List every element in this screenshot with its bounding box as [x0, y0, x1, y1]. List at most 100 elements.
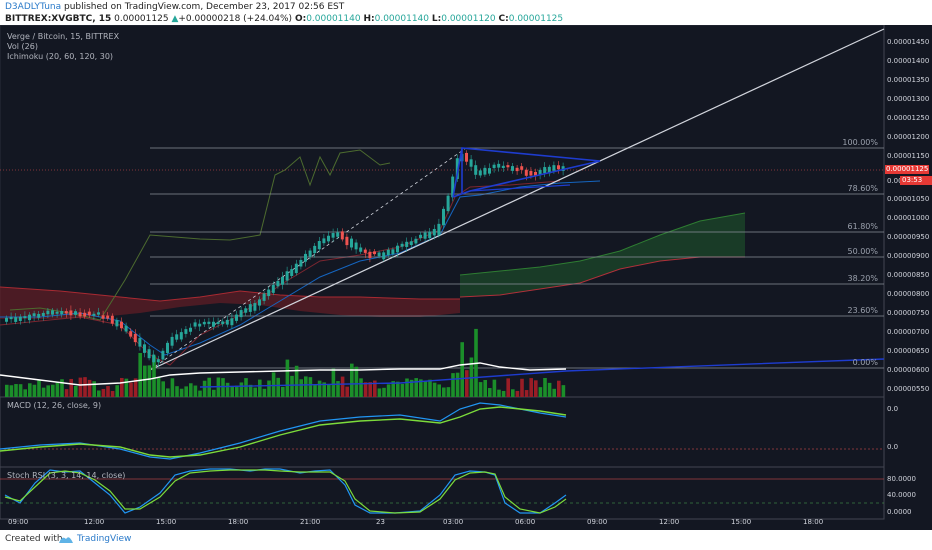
- trend-line[interactable]: [149, 28, 885, 371]
- candle[interactable]: [455, 158, 459, 179]
- candle[interactable]: [106, 315, 110, 319]
- candle[interactable]: [368, 251, 372, 258]
- candle[interactable]: [184, 329, 188, 334]
- candle[interactable]: [281, 276, 284, 285]
- candle[interactable]: [515, 167, 519, 172]
- volume-indicator-label[interactable]: Vol (26): [7, 42, 38, 51]
- candle[interactable]: [547, 166, 551, 174]
- candle[interactable]: [74, 311, 77, 315]
- dashed-measure-line[interactable]: [149, 147, 467, 371]
- candle[interactable]: [212, 321, 215, 327]
- stoch-axis[interactable]: 80.0000 40.0000 0.0000: [884, 467, 932, 519]
- candle[interactable]: [428, 231, 432, 239]
- candle[interactable]: [317, 241, 321, 250]
- candle[interactable]: [69, 310, 73, 316]
- candle[interactable]: [501, 165, 505, 169]
- pennant-outline[interactable]: [452, 147, 601, 198]
- candle[interactable]: [60, 311, 64, 315]
- candle[interactable]: [14, 317, 18, 322]
- candle[interactable]: [396, 245, 399, 253]
- candle[interactable]: [78, 312, 82, 317]
- candle[interactable]: [175, 334, 179, 340]
- candle[interactable]: [230, 318, 234, 326]
- tradingview-brand[interactable]: TradingView: [77, 534, 132, 544]
- candle[interactable]: [262, 293, 266, 301]
- macd-pane[interactable]: [0, 396, 885, 468]
- candle[interactable]: [561, 166, 565, 172]
- candle[interactable]: [271, 284, 275, 293]
- candle[interactable]: [529, 171, 533, 176]
- candle[interactable]: [115, 320, 119, 327]
- candle[interactable]: [170, 336, 174, 346]
- candle[interactable]: [23, 316, 27, 319]
- candle[interactable]: [143, 344, 146, 353]
- candle[interactable]: [198, 323, 202, 327]
- candle[interactable]: [18, 316, 22, 321]
- candle[interactable]: [386, 249, 390, 256]
- candle[interactable]: [557, 165, 560, 170]
- candle[interactable]: [409, 241, 413, 246]
- candle[interactable]: [446, 195, 450, 212]
- candle[interactable]: [276, 281, 280, 287]
- chart-area[interactable]: Verge / Bitcoin, 15, BITTREX Vol (26) Ic…: [0, 25, 932, 530]
- candle[interactable]: [253, 303, 257, 311]
- chart-canvas[interactable]: [0, 25, 932, 530]
- candle[interactable]: [308, 250, 312, 257]
- candle[interactable]: [524, 169, 528, 176]
- candle[interactable]: [451, 176, 455, 198]
- candle[interactable]: [478, 170, 482, 176]
- candle[interactable]: [322, 238, 326, 244]
- candle[interactable]: [345, 236, 349, 246]
- candle[interactable]: [55, 311, 59, 314]
- candle[interactable]: [488, 168, 491, 174]
- candle[interactable]: [442, 208, 445, 226]
- candle[interactable]: [161, 350, 165, 360]
- candle[interactable]: [465, 152, 468, 162]
- candle[interactable]: [497, 163, 501, 168]
- candle[interactable]: [373, 251, 376, 255]
- candle[interactable]: [28, 314, 31, 321]
- candle[interactable]: [377, 252, 381, 257]
- candle[interactable]: [41, 312, 45, 316]
- candle[interactable]: [331, 233, 335, 238]
- candle[interactable]: [101, 315, 105, 319]
- candle[interactable]: [474, 165, 478, 175]
- candle[interactable]: [520, 166, 524, 170]
- candle[interactable]: [147, 349, 151, 359]
- price-candles[interactable]: [5, 148, 565, 368]
- candle[interactable]: [414, 238, 418, 244]
- candle[interactable]: [5, 317, 8, 322]
- candle[interactable]: [294, 263, 298, 274]
- candle[interactable]: [64, 311, 68, 314]
- candle[interactable]: [304, 253, 307, 262]
- author-link[interactable]: D3ADLYTuna: [5, 2, 62, 12]
- candle[interactable]: [340, 231, 344, 240]
- candle[interactable]: [87, 311, 91, 316]
- candle[interactable]: [152, 354, 156, 363]
- candle[interactable]: [216, 321, 220, 324]
- candle[interactable]: [258, 299, 261, 306]
- macd-axis[interactable]: 0.0 0.0: [884, 397, 932, 467]
- ichimoku-indicator-label[interactable]: Ichimoku (20, 60, 120, 30): [7, 52, 114, 61]
- candle[interactable]: [166, 342, 169, 353]
- tradingview-logo-icon[interactable]: [58, 533, 74, 545]
- candle[interactable]: [538, 169, 542, 176]
- long-trend-line[interactable]: [199, 358, 885, 388]
- candle[interactable]: [37, 313, 41, 318]
- pennant-lower[interactable]: [469, 184, 571, 192]
- candle[interactable]: [299, 259, 303, 267]
- candle[interactable]: [552, 165, 556, 171]
- candle[interactable]: [138, 338, 142, 347]
- candle[interactable]: [534, 171, 537, 177]
- candle[interactable]: [32, 313, 36, 317]
- candle[interactable]: [327, 235, 330, 242]
- candle[interactable]: [432, 228, 436, 236]
- candle[interactable]: [313, 245, 317, 254]
- candle[interactable]: [405, 241, 409, 247]
- candle[interactable]: [506, 165, 510, 168]
- candle[interactable]: [51, 310, 54, 315]
- candle[interactable]: [267, 289, 271, 297]
- candle[interactable]: [97, 312, 100, 315]
- candle[interactable]: [285, 271, 289, 281]
- candle[interactable]: [189, 327, 192, 332]
